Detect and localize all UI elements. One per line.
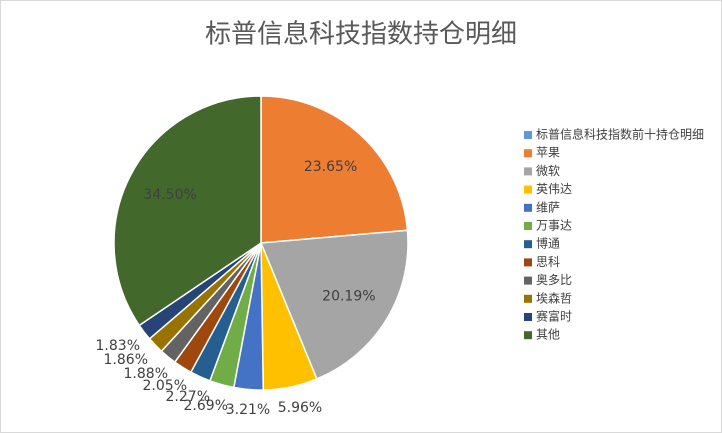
legend-label: 维萨 [536,200,560,214]
legend-swatch [524,167,532,176]
data-label: 34.50% [143,187,196,203]
data-label: 1.83% [96,338,140,354]
legend-label: 苹果 [536,146,560,160]
legend-label: 微软 [536,164,560,178]
legend-label: 其他 [536,328,560,342]
data-label: 2.05% [143,378,187,394]
legend-swatch [524,240,532,249]
legend-label: 埃森哲 [536,290,572,305]
legend-swatch [524,131,532,139]
chart-title: 标普信息科技指数持仓明细 [205,20,517,50]
legend-label: 万事达 [536,219,572,233]
legend-swatch [524,149,532,158]
legend-swatch [524,203,532,212]
data-label: 1.86% [104,352,148,368]
data-label: 5.96% [278,400,322,416]
data-label: 2.27% [166,389,210,405]
pie-slice [260,95,409,244]
data-label: 3.21% [226,402,270,418]
legend-label: 奥多比 [536,273,572,287]
data-label: 2.69% [184,398,228,414]
data-label: 23.65% [304,159,357,175]
legend-swatch [524,258,532,267]
data-label: 20.19% [322,289,375,305]
legend-swatch [524,185,532,194]
data-label: 1.88% [124,366,168,382]
legend-label: 博通 [536,236,560,251]
legend-label: 标普信息科技指数前十持仓明细 [536,127,704,142]
legend-label: 英伟达 [536,182,572,196]
legend-swatch [524,313,532,321]
legend-swatch [524,276,532,285]
pie-slice [113,95,262,327]
legend-swatch [524,222,532,230]
pie-slice [259,229,409,380]
legend-label: 赛富时 [536,309,572,324]
legend-swatch [524,331,532,340]
legend-label: 思科 [536,255,560,269]
legend-swatch [524,294,532,303]
